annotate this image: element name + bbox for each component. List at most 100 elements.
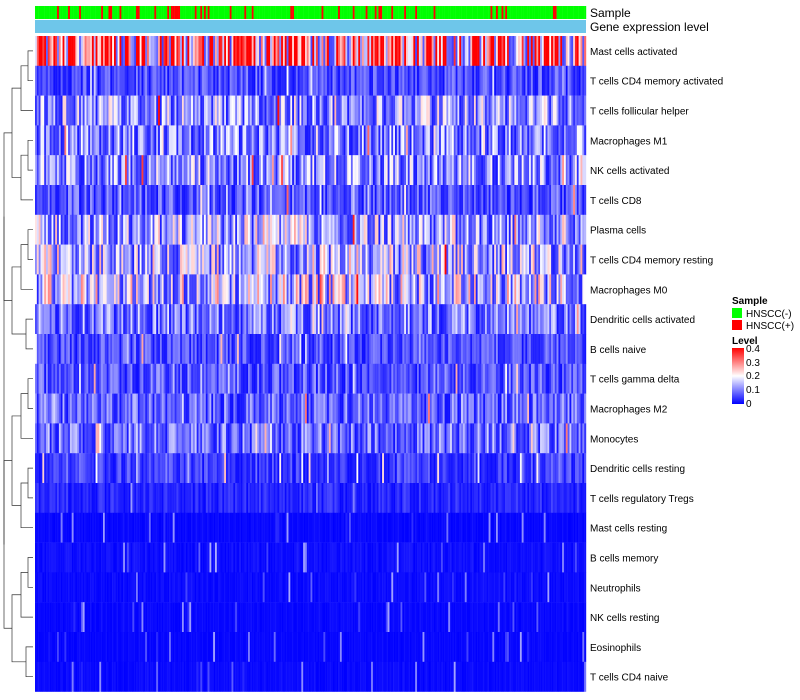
heatmap-cell [46,214,49,245]
heatmap-cell [183,65,186,96]
heatmap-cell [411,393,414,424]
heatmap-cell [558,334,561,364]
heatmap-cell [299,304,302,335]
heatmap-cell [53,453,56,484]
heatmap-cell [123,214,126,245]
heatmap-cell [499,214,502,245]
heatmap-cell [341,363,344,394]
heatmap-cell [361,244,364,275]
heatmap-cell [516,274,519,305]
heatmap-cell [505,334,508,364]
heatmap-cell [481,363,484,394]
heatmap-cell [494,453,497,484]
heatmap-cell [255,36,258,66]
heatmap-cell [101,423,104,454]
heatmap-cell [321,453,324,484]
heatmap-cell [473,125,476,156]
heatmap-cell [385,125,388,156]
heatmap-cell [163,334,166,364]
heatmap-cell [97,393,100,424]
heatmap-cell [290,244,293,275]
heatmap-cell [415,36,418,66]
heatmap-cell [306,393,309,424]
heatmap-cell [293,65,297,96]
heatmap-cell [284,453,287,484]
heatmap-cell [383,95,387,126]
heatmap-cell [483,125,486,156]
heatmap-cell [62,125,65,156]
heatmap-cell [554,274,557,305]
heatmap-cell [534,304,537,335]
heatmap-cell [529,95,532,126]
heatmap-cell [148,244,151,275]
heatmap-cell [387,65,390,96]
heatmap-cell [383,393,387,424]
heatmap-cell [242,36,245,66]
heatmap-cell [437,155,440,186]
heatmap-cell [314,453,317,484]
heatmap-cell [391,304,394,335]
heatmap-cell [108,36,111,66]
heatmap-cell [382,185,385,215]
heatmap-cell [387,95,390,126]
heatmap-cell [270,214,273,245]
sample-track-cell [200,6,203,19]
heatmap-cell [394,244,398,275]
heatmap-cell [134,483,137,513]
heatmap-cell [165,453,168,484]
heatmap-cell [530,125,533,156]
heatmap-cell [554,95,557,126]
heatmap-cell [209,453,212,484]
heatmap-cell [233,453,236,484]
heatmap-cell [95,125,98,156]
heatmap-cell [407,334,410,364]
heatmap-cell [117,453,120,484]
heatmap-cell [237,65,240,96]
heatmap-cell [279,363,282,394]
heatmap-cell [552,125,555,156]
heatmap-cell [260,393,263,424]
heatmap-cell [281,65,284,96]
heatmap-cell [483,244,486,275]
heatmap-cell [192,214,195,245]
heatmap-cell [391,363,394,394]
heatmap-cell [192,244,195,275]
heatmap-cell [554,65,557,96]
heatmap-cell [178,214,181,245]
sample-track-cell [560,6,563,19]
heatmap-cell [110,214,113,245]
heatmap-cell [518,65,521,96]
heatmap-cell [176,185,179,215]
heatmap-cell [108,95,111,126]
heatmap-cell [185,423,188,454]
heatmap-cell [558,95,561,126]
heatmap-cell [211,155,214,186]
heatmap-cell [242,334,245,364]
heatmap-cell [321,393,324,424]
sample-track-cell [350,6,353,19]
heatmap-cell [185,214,188,245]
sample-track-cell [468,6,471,19]
heatmap-cell [576,274,579,305]
sample-track-cell [345,6,348,19]
heatmap-cell [290,423,293,454]
heatmap-cell [290,185,293,215]
heatmap-cell [132,185,135,215]
heatmap-cell [233,274,236,305]
heatmap-cell [229,214,232,245]
heatmap-cell [200,453,203,484]
heatmap-cell [290,453,293,484]
heatmap-cell [523,185,526,215]
heatmap-cell [507,304,510,335]
sample-track-cell [134,6,137,19]
heatmap-cell [185,363,188,394]
heatmap-cell [172,393,175,424]
heatmap-cell [424,304,427,335]
heatmap-cell [264,95,267,126]
heatmap-cell [374,393,377,424]
heatmap-cell [415,274,418,305]
heatmap-cell [264,274,267,305]
heatmap-cell [40,423,43,454]
heatmap-cell [130,393,133,424]
